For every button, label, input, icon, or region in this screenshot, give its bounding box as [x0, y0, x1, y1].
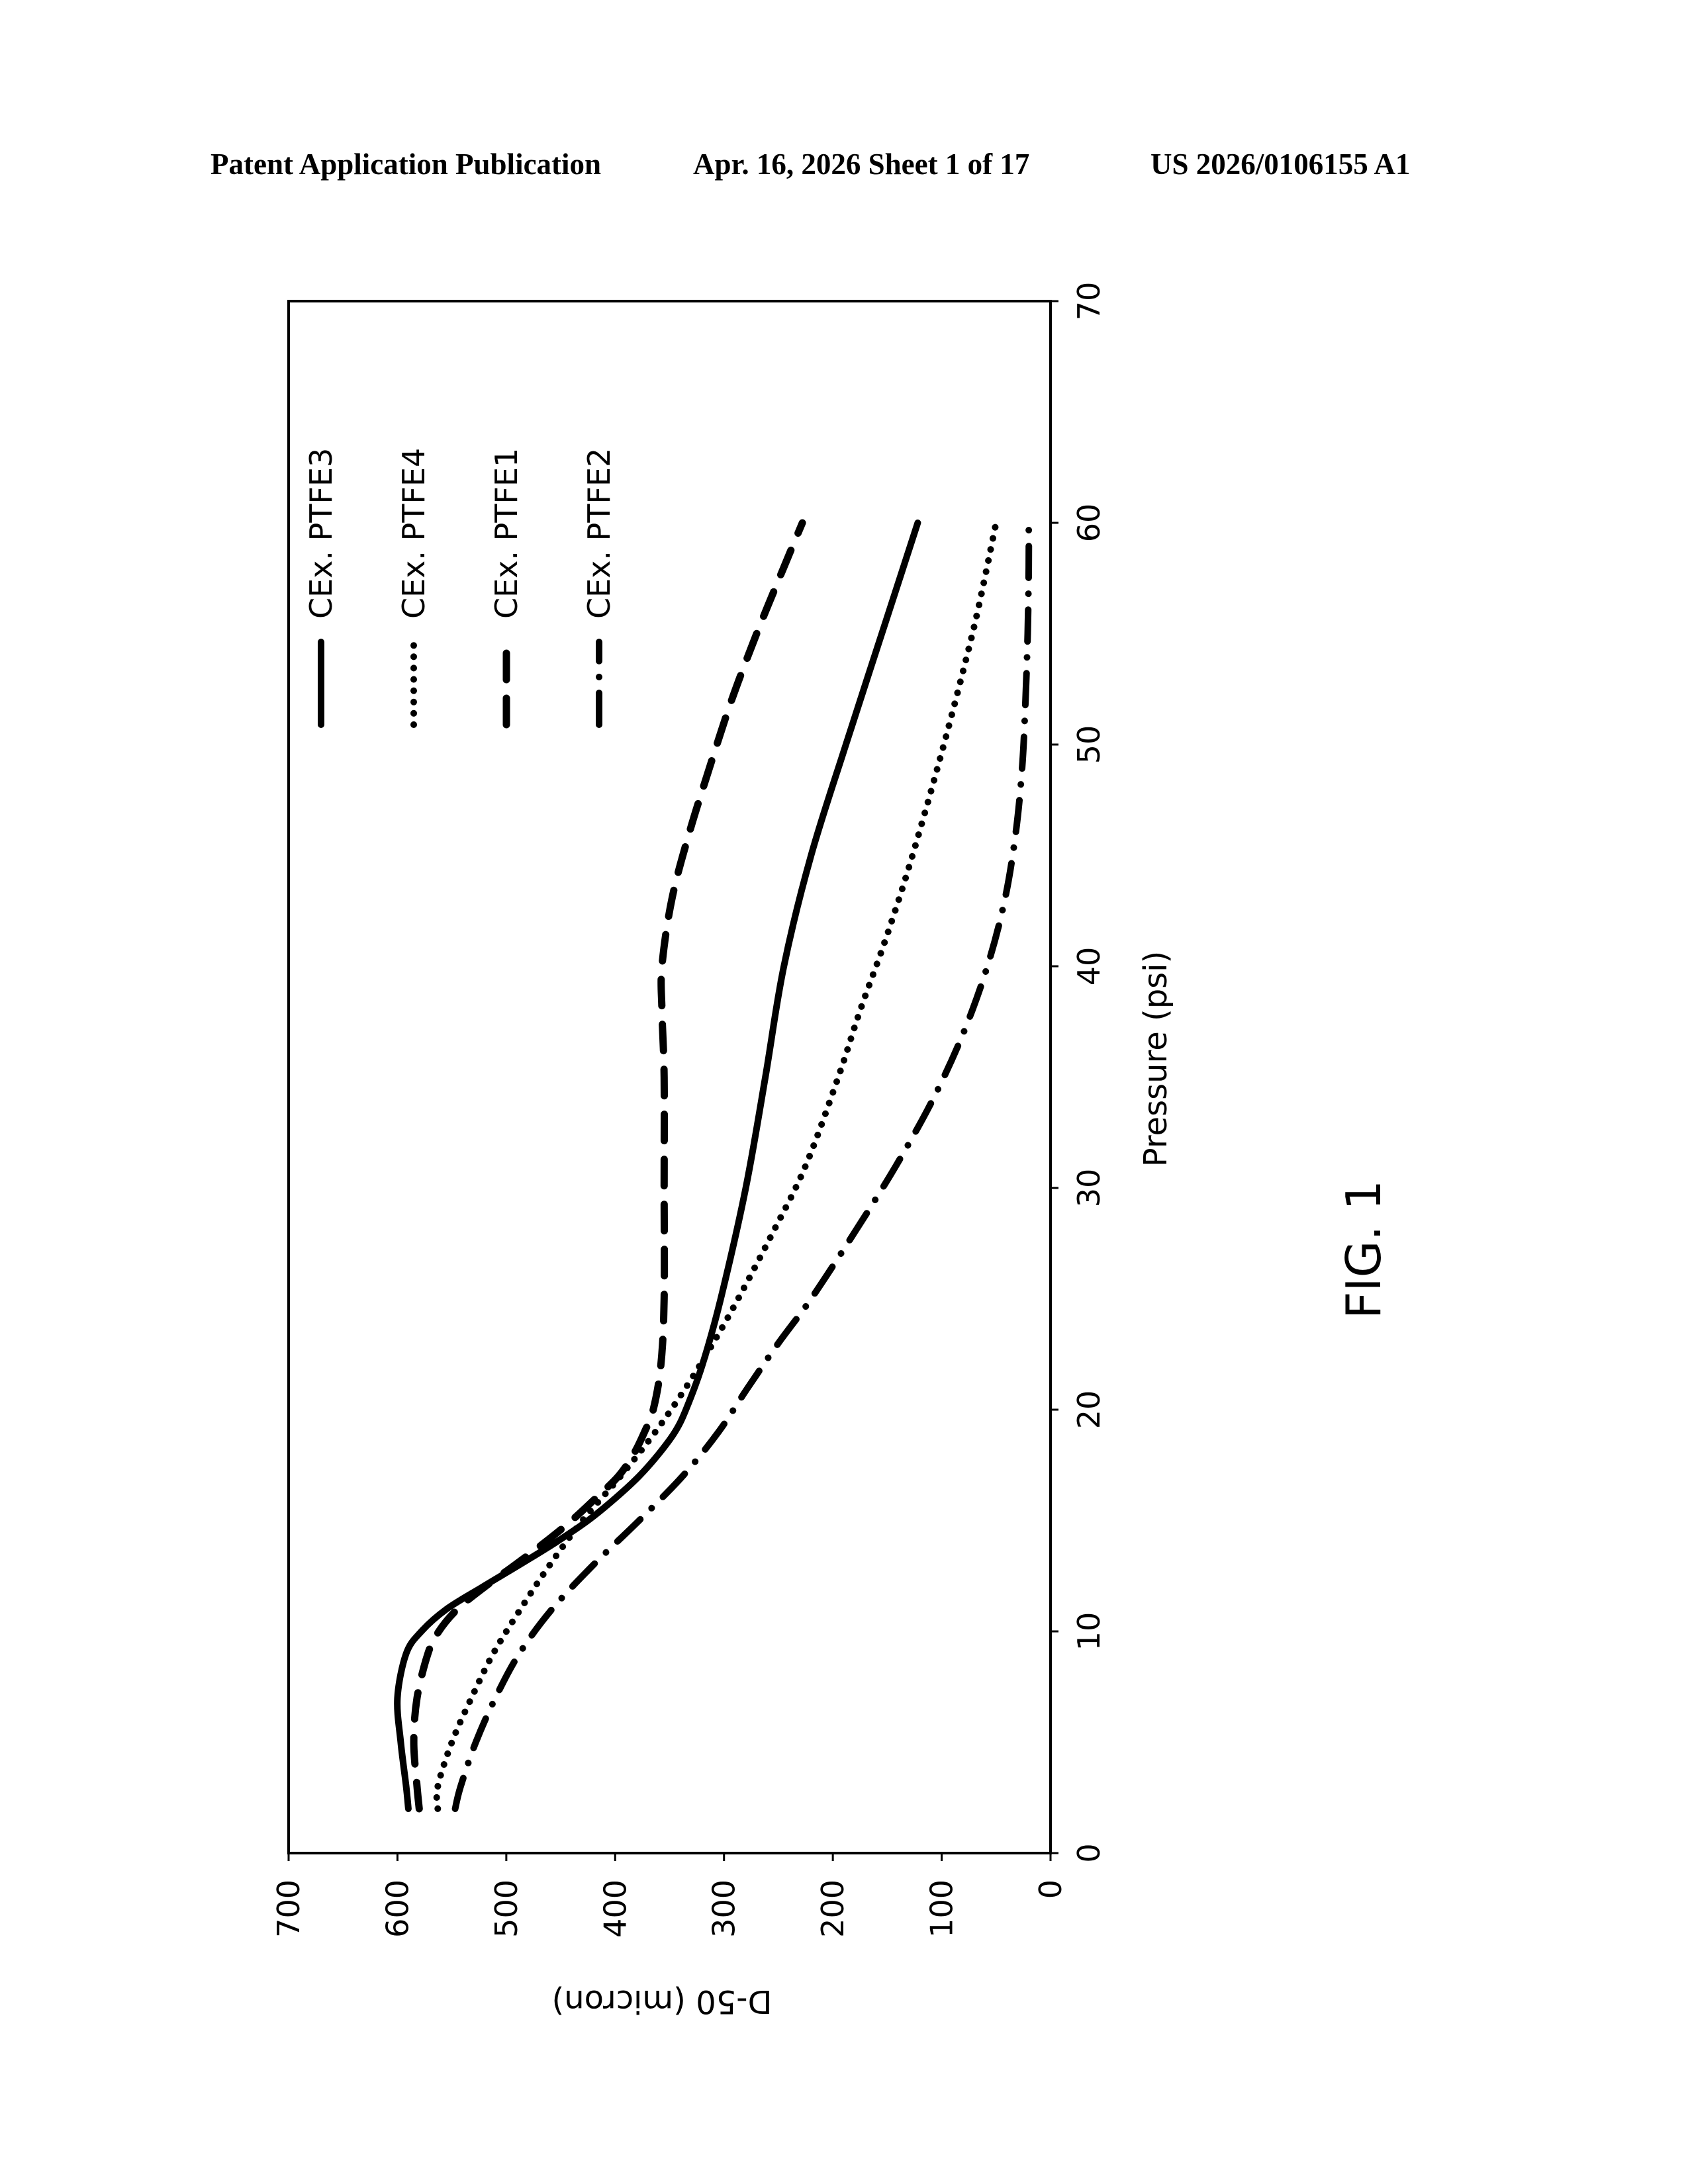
- y-tick-label: 400: [597, 1880, 633, 1938]
- series-line-cex-ptfe4: [433, 520, 1000, 1812]
- x-tick-label: 40: [1071, 947, 1107, 986]
- series-line-cex-ptfe1: [410, 519, 806, 1813]
- x-tick-label: 50: [1071, 725, 1107, 764]
- y-tick-label: 700: [271, 1880, 306, 1938]
- x-tick-label: 10: [1071, 1612, 1107, 1651]
- x-tick-label: 20: [1071, 1390, 1107, 1430]
- y-tick-label: 100: [924, 1880, 960, 1938]
- x-tick-label: 0: [1071, 1843, 1107, 1862]
- x-tick-label: 30: [1071, 1169, 1107, 1208]
- legend-label: CEx. PTFE2: [581, 448, 617, 619]
- y-tick-label: 0: [1033, 1880, 1068, 1899]
- x-tick-label: 70: [1071, 282, 1107, 321]
- page-header: Patent Application Publication Apr. 16, …: [0, 147, 1688, 187]
- legend: CEx. PTFE3 CEx. PTFE4 CEx. PTFE1 CEx. PTFE2: [303, 448, 617, 729]
- y-tick-label: 600: [379, 1880, 415, 1938]
- legend-label: CEx. PTFE3: [303, 448, 339, 619]
- series-line-cex-ptfe3: [394, 520, 921, 1812]
- series-line-cex-ptfe2: [451, 520, 1033, 1812]
- legend-label: CEx. PTFE1: [489, 448, 524, 619]
- y-tick-label: 500: [489, 1880, 524, 1938]
- publication-date-sheet: Apr. 16, 2026 Sheet 1 of 17: [693, 148, 1030, 181]
- publication-number: US 2026/0106155 A1: [1150, 148, 1411, 181]
- y-tick-label: 200: [815, 1880, 851, 1938]
- series-lines: [394, 519, 1033, 1813]
- x-axis-title: Pressure (psi): [1137, 951, 1174, 1167]
- x-tick-label: 60: [1071, 504, 1107, 543]
- plot-area: [287, 300, 1052, 1854]
- legend-label: CEx. PTFE4: [396, 448, 432, 619]
- publication-title: Patent Application Publication: [211, 148, 602, 181]
- y-axis-title: D-50 (micron): [551, 1983, 772, 2020]
- y-tick-label: 300: [706, 1880, 742, 1938]
- figure-label: FIG. 1: [1336, 1180, 1391, 1319]
